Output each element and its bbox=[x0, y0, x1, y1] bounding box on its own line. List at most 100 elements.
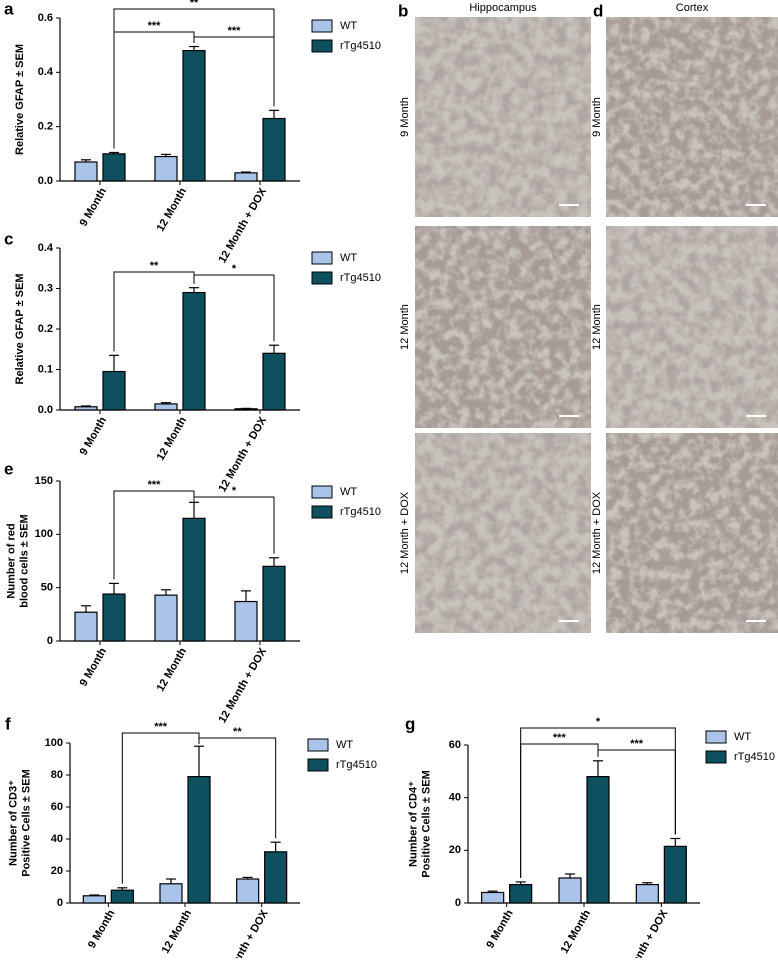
micrograph bbox=[415, 226, 591, 428]
legend-swatch bbox=[705, 730, 727, 744]
y-tick-label: 0 bbox=[57, 897, 63, 909]
y-axis-label: Relative GFAP ± SEM bbox=[14, 44, 26, 155]
x-tick-label: 12 Month + DOX bbox=[218, 907, 271, 958]
bar bbox=[236, 878, 260, 904]
y-tick-label: 150 bbox=[35, 475, 53, 487]
y-tick-label: 40 bbox=[51, 833, 63, 845]
micrograph bbox=[606, 226, 778, 428]
significance-label: ** bbox=[190, 0, 199, 9]
bar bbox=[154, 155, 178, 182]
bar bbox=[234, 600, 258, 642]
bar bbox=[154, 594, 178, 642]
row-label: 12 Month bbox=[399, 304, 411, 350]
bar bbox=[182, 49, 206, 182]
y-axis-label: Number of CD4⁺ bbox=[407, 781, 419, 867]
bar bbox=[74, 161, 98, 182]
legend-swatch bbox=[311, 39, 333, 53]
y-axis-label: Number of CD3⁺ bbox=[7, 780, 19, 866]
bar bbox=[74, 406, 98, 411]
bar bbox=[110, 889, 134, 904]
legend-label: rTg4510 bbox=[340, 272, 381, 284]
significance-label: *** bbox=[148, 20, 162, 32]
significance-label: * bbox=[596, 716, 601, 728]
x-tick-label: 9 Month bbox=[78, 186, 110, 229]
significance-bracket bbox=[193, 274, 275, 342]
legend-swatch bbox=[705, 750, 727, 764]
panel-letter: e bbox=[4, 459, 13, 478]
panel-letter: d bbox=[593, 1, 603, 20]
legend-swatch bbox=[311, 251, 333, 265]
x-tick-label: 9 Month bbox=[86, 908, 118, 951]
legend-label: rTg4510 bbox=[340, 506, 381, 518]
micrograph bbox=[606, 17, 778, 217]
x-tick-label: 12 Month + DOX bbox=[216, 645, 269, 725]
y-tick-label: 100 bbox=[35, 528, 53, 540]
bar bbox=[264, 851, 288, 904]
row-label: 12 Month + DOX bbox=[591, 491, 603, 574]
bar bbox=[182, 291, 206, 411]
x-tick-label: 12 Month bbox=[155, 646, 190, 694]
bar bbox=[663, 845, 687, 904]
x-tick-label: 12 Month + DOX bbox=[618, 907, 671, 958]
row-label: 12 Month + DOX bbox=[399, 491, 411, 574]
significance-label: * bbox=[232, 263, 237, 275]
y-tick-label: 0.0 bbox=[38, 404, 53, 416]
legend-swatch bbox=[311, 505, 333, 519]
significance-label: *** bbox=[148, 479, 162, 491]
significance-label: *** bbox=[228, 25, 242, 37]
significance-bracket bbox=[193, 36, 275, 107]
y-tick-label: 0.4 bbox=[38, 66, 54, 78]
y-tick-label: 0.3 bbox=[38, 282, 53, 294]
bar bbox=[102, 370, 126, 411]
bar bbox=[586, 775, 610, 904]
bar bbox=[74, 611, 98, 642]
x-tick-label: 9 Month bbox=[484, 908, 516, 951]
legend-swatch bbox=[307, 758, 329, 772]
bar bbox=[262, 117, 286, 182]
y-tick-label: 0 bbox=[455, 897, 461, 909]
x-tick-label: 9 Month bbox=[78, 646, 110, 689]
significance-label: *** bbox=[630, 738, 644, 750]
significance-bracket bbox=[193, 496, 275, 554]
bar bbox=[82, 895, 106, 904]
y-axis-label: Positive Cells ± SEM bbox=[20, 769, 32, 877]
x-tick-label: 9 Month bbox=[78, 415, 110, 458]
bar bbox=[182, 517, 206, 642]
bar bbox=[481, 891, 505, 904]
significance-bracket bbox=[113, 8, 275, 149]
panel-letter: a bbox=[4, 0, 14, 18]
micrograph bbox=[606, 433, 778, 633]
legend-swatch bbox=[311, 485, 333, 499]
y-tick-label: 60 bbox=[51, 801, 63, 813]
panel-letter: f bbox=[5, 714, 11, 733]
bar bbox=[635, 883, 659, 904]
legend-swatch bbox=[311, 19, 333, 33]
panel-letter: b bbox=[398, 1, 408, 20]
x-tick-label: 12 Month + DOX bbox=[216, 414, 269, 494]
bar bbox=[558, 877, 582, 904]
bar bbox=[102, 593, 126, 642]
significance-label: ** bbox=[150, 260, 159, 272]
y-tick-label: 100 bbox=[45, 737, 63, 749]
micrograph bbox=[415, 433, 591, 633]
significance-bracket bbox=[113, 31, 195, 149]
significance-bracket bbox=[198, 737, 277, 839]
x-tick-label: 12 Month bbox=[559, 908, 594, 956]
significance-label: * bbox=[232, 485, 237, 497]
significance-label: ** bbox=[233, 726, 242, 738]
significance-bracket bbox=[520, 727, 676, 878]
y-axis-label: Relative GFAP ± SEM bbox=[14, 274, 26, 385]
y-axis-label: Positive Cells ± SEM bbox=[420, 770, 432, 878]
bar bbox=[234, 408, 258, 411]
bar bbox=[102, 153, 126, 182]
legend-swatch bbox=[307, 738, 329, 752]
y-tick-label: 0.1 bbox=[38, 363, 53, 375]
legend-label: WT bbox=[336, 739, 353, 751]
x-tick-label: 12 Month bbox=[160, 908, 195, 956]
y-tick-label: 80 bbox=[51, 769, 63, 781]
bar bbox=[234, 172, 258, 182]
bar bbox=[262, 352, 286, 411]
significance-label: *** bbox=[553, 732, 567, 744]
row-label: 12 Month bbox=[591, 304, 603, 350]
